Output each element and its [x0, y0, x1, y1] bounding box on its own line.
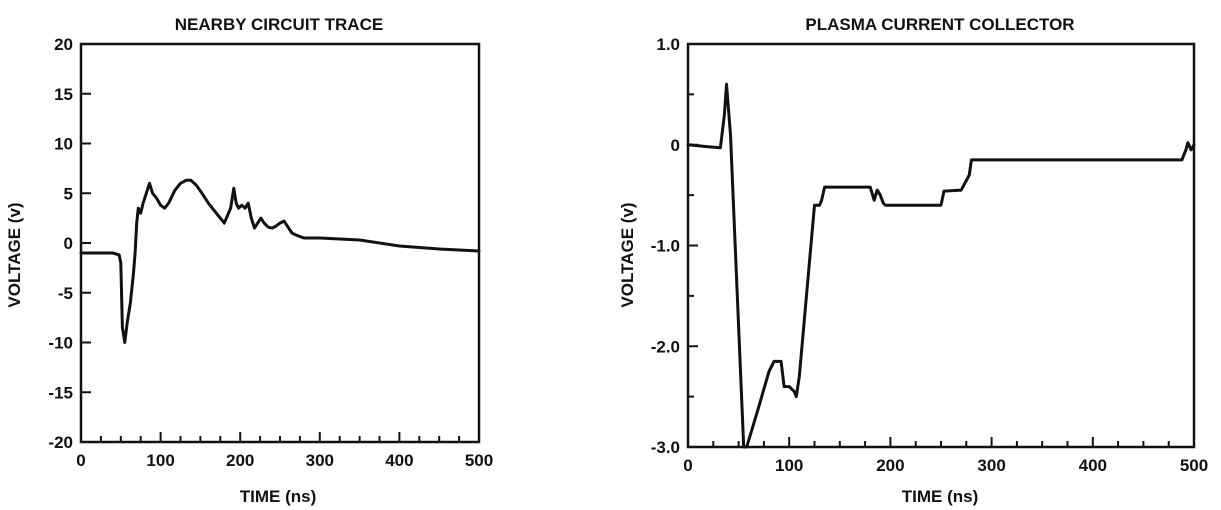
y-tick-label: -15	[48, 383, 73, 402]
series-line	[79, 178, 481, 344]
y-tick-label: -5	[58, 284, 73, 303]
y-axis-label: VOLTAGE (v)	[618, 202, 637, 307]
y-tick-label: 15	[54, 85, 73, 104]
y-tick-label: 20	[54, 35, 73, 54]
y-tick-label: 5	[64, 184, 73, 203]
x-tick-label: 400	[385, 451, 413, 470]
chart-nearby-circuit-trace: NEARBY CIRCUIT TRACE TIME (ns) VOLTAGE (…	[5, 15, 493, 506]
tick-labels: 0 100 200 300 400 500 -20 -15 -10 -5 0 5 10 15 20	[48, 35, 493, 470]
plot-frame	[79, 42, 481, 444]
series-line	[686, 82, 1196, 449]
x-tick-label: 200	[876, 456, 904, 475]
x-tick-label: 500	[1180, 456, 1208, 475]
tick-labels: 0 100 200 300 400 500 -3.0 -2.0 -1.0 0 1.0	[651, 35, 1208, 475]
y-tick-label: -20	[48, 433, 73, 452]
x-tick-label: 100	[146, 451, 174, 470]
x-axis-label: TIME (ns)	[902, 487, 979, 506]
y-tick-label: 0	[671, 136, 680, 155]
chart-title: PLASMA CURRENT COLLECTOR	[805, 15, 1074, 34]
y-tick-label: 0	[64, 234, 73, 253]
x-tick-label: 0	[683, 456, 692, 475]
x-tick-label: 500	[465, 451, 493, 470]
x-axis-label: TIME (ns)	[240, 487, 317, 506]
x-tick-label: 300	[306, 451, 334, 470]
series-layer	[79, 178, 481, 344]
chart-title: NEARBY CIRCUIT TRACE	[175, 15, 383, 34]
x-tick-label: 0	[76, 451, 85, 470]
tick-marks	[80, 43, 480, 443]
y-axis-label: VOLTAGE (v)	[5, 202, 24, 307]
y-tick-label: -1.0	[651, 237, 680, 256]
x-tick-label: 100	[775, 456, 803, 475]
x-tick-label: 300	[977, 456, 1005, 475]
series-layer	[686, 82, 1196, 449]
y-tick-label: 1.0	[656, 35, 680, 54]
x-tick-label: 400	[1079, 456, 1107, 475]
chart-plasma-current-collector: PLASMA CURRENT COLLECTOR TIME (ns) VOLTA…	[618, 15, 1208, 506]
y-tick-label: -3.0	[651, 438, 680, 457]
y-tick-label: -10	[48, 334, 73, 353]
y-tick-label: -2.0	[651, 337, 680, 356]
y-tick-label: 10	[54, 135, 73, 154]
x-tick-label: 200	[226, 451, 254, 470]
